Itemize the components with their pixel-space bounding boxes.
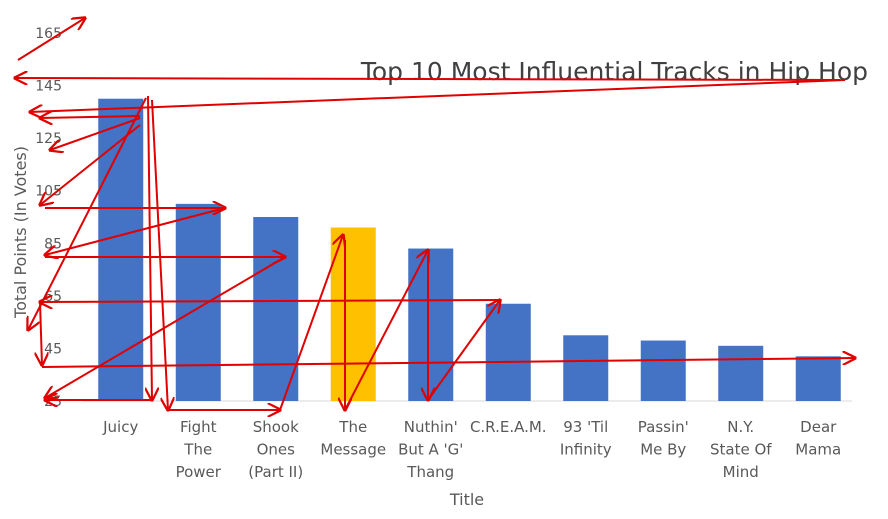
category-label: Mama xyxy=(795,441,841,459)
annotation-arrow xyxy=(279,235,343,411)
category-label: C.R.E.A.M. xyxy=(470,418,547,436)
bar xyxy=(485,303,531,401)
annotation-arrow xyxy=(344,250,428,411)
bar xyxy=(253,217,299,401)
category-label: Power xyxy=(176,463,222,481)
category-label: 93 'Til xyxy=(563,418,608,436)
annotation-arrow xyxy=(15,78,841,80)
bar xyxy=(795,356,841,401)
category-label: Infinity xyxy=(560,441,612,459)
annotation-arrow xyxy=(148,95,152,400)
annotation-arrow xyxy=(40,124,141,205)
y-tick-label: 165 xyxy=(35,26,62,42)
chart-title: Top 10 Most Influential Tracks in Hip Ho… xyxy=(360,57,868,86)
annotation-arrow xyxy=(45,256,286,398)
category-label: Shook xyxy=(253,418,299,436)
bar xyxy=(330,227,376,401)
category-label: Passin' xyxy=(638,418,689,436)
category-label: Message xyxy=(320,441,386,459)
category-label: Juicy xyxy=(102,418,138,436)
annotation-arrow xyxy=(17,18,85,61)
category-label: Fight xyxy=(180,418,217,436)
annotation-arrow xyxy=(40,300,501,302)
category-label: Ones xyxy=(257,441,296,459)
category-labels: Juicy Fight The Power Shook Ones (Part II) The M… xyxy=(102,418,841,481)
category-label: Thang xyxy=(406,463,454,481)
annotation-arrow xyxy=(30,79,846,112)
y-axis-label: Total Points (In Votes) xyxy=(11,146,30,319)
y-tick-label: 145 xyxy=(35,79,62,95)
category-label: Me By xyxy=(640,441,686,459)
annotation-arrow xyxy=(427,300,500,401)
annotation-arrow xyxy=(50,117,141,150)
category-label: Nuthin' xyxy=(404,418,458,436)
category-label: State Of xyxy=(710,441,772,459)
bar xyxy=(640,340,686,401)
category-label: Mind xyxy=(723,463,759,481)
category-label: Dear xyxy=(800,418,837,436)
annotation-arrow xyxy=(151,99,168,410)
y-tick-label: 125 xyxy=(35,131,62,147)
annotation-arrows xyxy=(15,18,855,410)
bar xyxy=(98,98,144,401)
category-label: (Part II) xyxy=(248,463,303,481)
x-axis-label: Title xyxy=(449,490,484,509)
annotation-arrow xyxy=(40,116,141,118)
bar xyxy=(563,335,609,401)
bar xyxy=(175,203,221,401)
annotation-arrow xyxy=(40,301,42,365)
category-label: N.Y. xyxy=(727,418,754,436)
y-tick-label: 85 xyxy=(44,236,62,252)
category-label: The xyxy=(183,441,212,459)
category-label: But A 'G' xyxy=(398,441,463,459)
bars xyxy=(98,98,841,401)
bar xyxy=(408,248,454,401)
annotation-arrow xyxy=(45,207,226,255)
bar xyxy=(718,345,764,401)
y-tick-label: 45 xyxy=(44,341,62,357)
annotation-arrow xyxy=(41,358,855,368)
category-label: The xyxy=(338,418,367,436)
